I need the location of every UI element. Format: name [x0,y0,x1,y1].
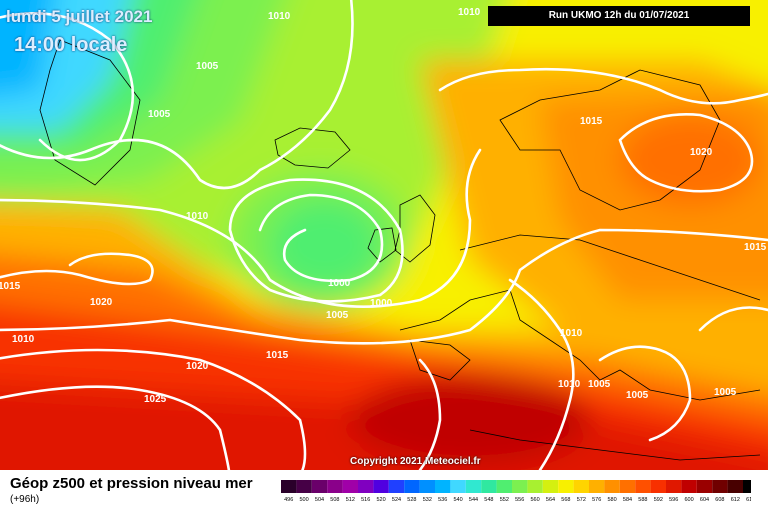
legend-label: 504 [315,497,324,503]
legend-label: 556 [515,497,524,503]
legend-swatch [558,480,574,493]
legend-swatch [650,480,666,493]
model-run-label: Run UKMO 12h du 01/07/2021 [488,6,750,26]
legend-label: 520 [377,497,386,503]
isobar-label: 1015 [266,350,289,361]
isobar-label: 1015 [0,281,21,292]
forecast-date: lundi 5 juillet 2021 [6,7,153,26]
isobar-label: 1005 [588,379,611,390]
legend-label: 544 [469,497,478,503]
legend-swatch [604,480,620,493]
legend-label: 548 [484,497,493,503]
legend-label: 600 [685,497,694,503]
legend-label: 552 [500,497,509,503]
isobar-label: 1000 [370,298,393,309]
legend-swatch [696,480,713,493]
legend-label: 616 [746,497,751,503]
isobar-label: 1015 [744,242,767,253]
legend-label: 596 [669,497,678,503]
legend-swatch [296,480,312,493]
legend-swatch [573,480,589,493]
legend-swatch [712,480,728,493]
legend-label: 580 [608,497,617,503]
isobar-label: 1015 [580,116,603,127]
legend-label: 528 [407,497,416,503]
isobar-label: 1010 [458,7,481,18]
isobar-label: 1025 [144,394,167,405]
legend-label: 536 [438,497,447,503]
geopotential-field [0,0,768,470]
legend-swatch [512,480,528,493]
isobar-label: 1005 [626,390,649,401]
legend-label: 584 [623,497,632,503]
legend-label: 524 [392,497,401,503]
legend-label: 592 [654,497,663,503]
isobar-label: 1010 [560,328,583,339]
legend-swatch [358,480,374,493]
legend-swatch [388,480,405,493]
isobar-label: 1005 [148,109,171,120]
isobar-label: 1005 [326,310,349,321]
legend-swatch [435,480,451,493]
footer: Géop z500 et pression niveau mer (+96h) … [0,470,768,512]
legend-swatch [635,480,651,493]
isobar-label: 1010 [268,11,291,22]
legend-swatch [542,480,559,493]
legend-swatch [311,480,328,493]
isobar-label: 1005 [714,387,737,398]
legend-label: 564 [546,497,555,503]
legend-swatch [419,480,435,493]
legend-swatch [373,480,389,493]
legend-label: 516 [361,497,370,503]
legend-swatch [727,480,743,493]
legend-label: 540 [454,497,463,503]
legend-label: 608 [715,497,724,503]
legend-swatch [465,480,482,493]
legend-swatch [681,480,697,493]
legend-swatch [619,480,636,493]
legend-swatch [527,480,543,493]
map-canvas: 1010 1010 1005 1005 1010 1000 1000 1005 1015 1020… [0,0,768,470]
legend-swatch [496,480,512,493]
legend-label: 560 [531,497,540,503]
weather-map: 1010 1010 1005 1005 1010 1000 1000 1005 1015 1020… [0,0,768,470]
legend-swatch [666,480,682,493]
legend-swatch [404,480,420,493]
isobar-label: 1005 [196,61,219,72]
legend-label: 500 [300,497,309,503]
isobar-label: 1020 [186,361,209,372]
isobar-label: 1000 [328,278,351,289]
legend-label: 496 [284,497,293,503]
color-scale-legend: 496 500 504 508 512 516 520 524 528 532 536 540 544 5… [281,480,751,503]
isobar-label: 1020 [690,147,713,158]
legend-swatch [450,480,466,493]
legend-swatch [281,480,297,493]
legend-label: 508 [330,497,339,503]
legend-swatch [481,480,497,493]
isobar-label: 1010 [186,211,209,222]
forecast-time: 14:00 locale [14,34,128,56]
copyright-text: Copyright 2021 Meteociel.fr [350,456,481,467]
legend-label: 588 [638,497,647,503]
coastlines [39,39,761,461]
legend-label: 572 [577,497,586,503]
legend-swatch [342,480,358,493]
legend-swatch [589,480,605,493]
legend-label: 604 [700,497,709,503]
map-title: Géop z500 et pression niveau mer [10,475,253,492]
isobar-label: 1020 [90,297,113,308]
isobar-labels: 1010 1010 1005 1005 1010 1000 1000 1005 1015 1020… [0,7,767,405]
isobar-label: 1010 [12,334,35,345]
legend-label: 532 [423,497,432,503]
legend-swatch [327,480,343,493]
isobar-lines [0,0,768,470]
forecast-step: (+96h) [10,494,40,505]
legend-label: 576 [592,497,601,503]
legend-swatch [743,480,751,493]
legend-label: 568 [561,497,570,503]
legend-label: 612 [731,497,740,503]
legend-label: 512 [346,497,355,503]
isobar-label: 1010 [558,379,581,390]
